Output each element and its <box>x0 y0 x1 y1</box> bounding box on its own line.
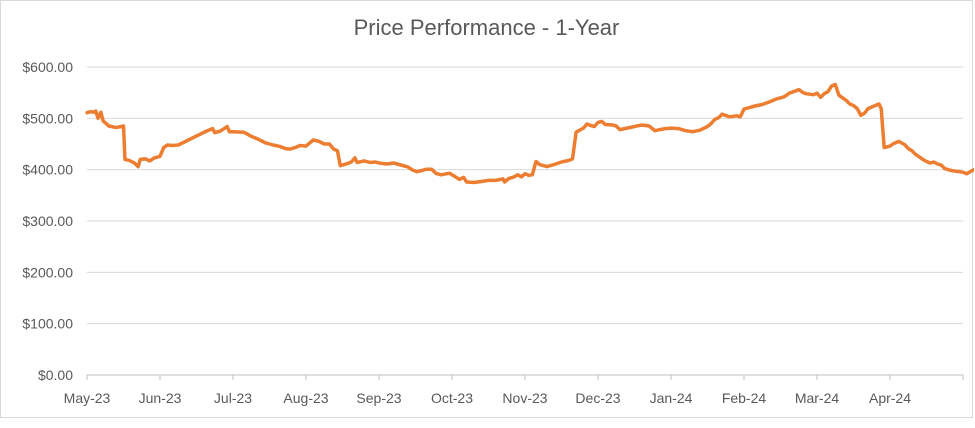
y-tick-label: $0.00 <box>38 367 73 383</box>
x-tick-label: May-23 <box>64 390 111 406</box>
x-tick-label: Jul-23 <box>214 390 252 406</box>
x-tick-label: Jun-23 <box>139 390 182 406</box>
x-tick-label: Sep-23 <box>356 390 401 406</box>
chart-title: Price Performance - 1-Year <box>353 15 620 40</box>
line-chart: $0.00 $100.00 $200.00 $300.00 $400.00 $500.00… <box>22 59 974 406</box>
x-tick-label: Aug-23 <box>283 390 328 406</box>
x-tick-label: Mar-24 <box>795 390 840 406</box>
price-series-line <box>85 82 974 185</box>
x-tick-label: Feb-24 <box>722 390 767 406</box>
chart-frame: Price Performance - 1-Year $0.00 $100.00 $… <box>0 0 974 418</box>
y-tick-label: $600.00 <box>22 59 73 75</box>
x-tick-label: Apr-24 <box>869 390 911 406</box>
y-tick-label: $100.00 <box>22 316 73 332</box>
y-tick-label: $200.00 <box>22 264 73 280</box>
x-tick-label: Dec-23 <box>575 390 620 406</box>
y-tick-label: $400.00 <box>22 162 73 178</box>
y-tick-label: $500.00 <box>22 110 73 126</box>
x-tick-label: Oct-23 <box>431 390 473 406</box>
x-tick-label: Nov-23 <box>502 390 547 406</box>
y-tick-label: $300.00 <box>22 213 73 229</box>
x-tick-label: Jan-24 <box>650 390 693 406</box>
